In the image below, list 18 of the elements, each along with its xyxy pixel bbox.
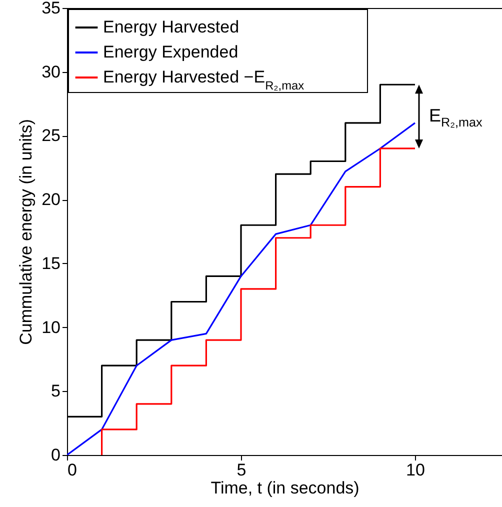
y-tick-label: 20 xyxy=(42,190,60,210)
y-axis-title: Cummulative energy (in units) xyxy=(16,119,36,345)
y-tick-label: 30 xyxy=(42,62,60,82)
x-tick-label: 0 xyxy=(68,460,77,480)
y-tick-label: 0 xyxy=(51,446,60,464)
line-series xyxy=(67,122,416,455)
x-axis-title: Time, t (in seconds) xyxy=(210,478,360,498)
y-tick-label: 10 xyxy=(42,318,60,337)
y-tick-label: 15 xyxy=(42,254,60,273)
x-tick-label: 10 xyxy=(406,460,425,480)
legend-label: Energy Harvested −E$_{R₂,max}$ xyxy=(103,68,304,92)
y-tick-label: 35 xyxy=(42,0,60,18)
legend-label: Energy Harvested xyxy=(103,18,240,36)
x-tick-label: 5 xyxy=(236,460,246,480)
legend-label: Energy Expended xyxy=(103,42,238,62)
annotation: E$_{R₂,max}$ xyxy=(429,105,483,130)
y-tick-label: 5 xyxy=(51,382,60,401)
y-tick-label: 25 xyxy=(42,126,60,146)
